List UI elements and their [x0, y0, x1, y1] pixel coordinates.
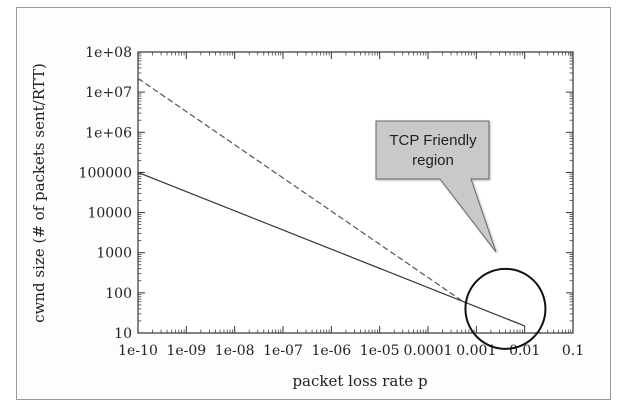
x-tick-label: 1e-08	[215, 343, 255, 359]
x-tick-label: 0.1	[562, 343, 584, 359]
x-tick-label: 1e-06	[311, 343, 351, 359]
x-tick-label: 0.01	[509, 343, 540, 359]
x-tick-label: 1e-09	[166, 343, 206, 359]
y-tick-label: 1e+07	[85, 85, 132, 101]
series-line-dashed	[137, 77, 466, 304]
plot-area	[137, 51, 574, 334]
y-tick-label: 1e+08	[85, 45, 132, 61]
y-axis-label: cwnd size (# of packets sent/RTT)	[30, 63, 48, 323]
x-tick-label: 1e-07	[263, 343, 303, 359]
x-tick-label: 0.0001	[404, 343, 453, 359]
callout-text-line: TCP Friendly	[389, 132, 477, 149]
y-tick-label: 1e+06	[85, 125, 132, 141]
x-tick-label: 1e-10	[118, 343, 158, 359]
y-tick-label: 100000	[79, 165, 132, 181]
tcp-friendly-circle	[464, 267, 547, 350]
callout-text-line: region	[412, 152, 454, 169]
y-tick-label: 1000	[96, 246, 132, 262]
x-tick-labels: 1e-10 1e-09 1e-08 1e-07 1e-06 1e-05 0.0001 0.00…	[118, 343, 584, 359]
series-layer	[137, 77, 525, 327]
annotation-layer: TCP Friendly region	[375, 120, 547, 350]
x-tick-label: 1e-05	[360, 343, 400, 359]
y-tick-label: 100	[105, 286, 132, 302]
y-tick-label: 10000	[87, 206, 132, 222]
y-tick-label: 10	[114, 326, 132, 342]
tcp-friendly-callout: TCP Friendly region	[375, 120, 497, 253]
callout-bubble	[375, 120, 497, 253]
series-line-solid	[137, 171, 525, 327]
x-axis-label: packet loss rate p	[292, 372, 427, 390]
x-tick-label: 0.001	[456, 343, 496, 359]
axis-ticks	[137, 51, 574, 334]
y-tick-labels: 10 100 1000 10000 100000 1e+06 1e+07 1e+08	[79, 45, 133, 342]
